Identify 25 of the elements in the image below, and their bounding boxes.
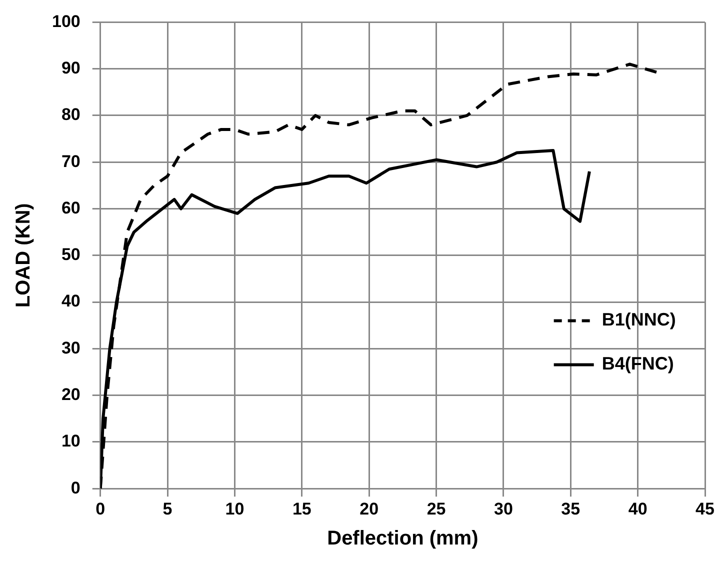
y-tick-label: 90 xyxy=(61,58,80,78)
x-axis-title: Deflection (mm) xyxy=(327,528,478,550)
x-tick-label: 15 xyxy=(292,499,312,518)
legend-label: B1(NNC) xyxy=(602,310,676,330)
x-tick-label: 30 xyxy=(494,499,513,518)
x-tick-label: 40 xyxy=(628,499,648,518)
x-tick-label: 10 xyxy=(225,499,244,518)
y-tick-label: 20 xyxy=(61,385,80,404)
x-tick-label: 5 xyxy=(162,499,172,518)
y-tick-label: 50 xyxy=(61,245,80,264)
x-tick-label: 45 xyxy=(696,499,714,518)
y-tick-label: 40 xyxy=(61,292,80,311)
x-tick-label: 0 xyxy=(96,499,106,518)
x-tick-label: 25 xyxy=(426,499,446,518)
y-tick-label: 0 xyxy=(70,478,80,498)
legend-label: B4(FNC) xyxy=(602,354,674,374)
y-tick-label: 60 xyxy=(61,198,80,218)
y-tick-label: 10 xyxy=(61,432,80,451)
y-tick-label: 80 xyxy=(61,105,80,124)
x-tick-label: 35 xyxy=(561,499,580,518)
y-tick-label: 70 xyxy=(61,152,80,171)
x-tick-label: 20 xyxy=(360,499,379,518)
y-axis-title: LOAD (KN) xyxy=(12,203,35,308)
y-tick-label: 30 xyxy=(61,338,80,358)
y-tick-label: 100 xyxy=(52,12,80,31)
